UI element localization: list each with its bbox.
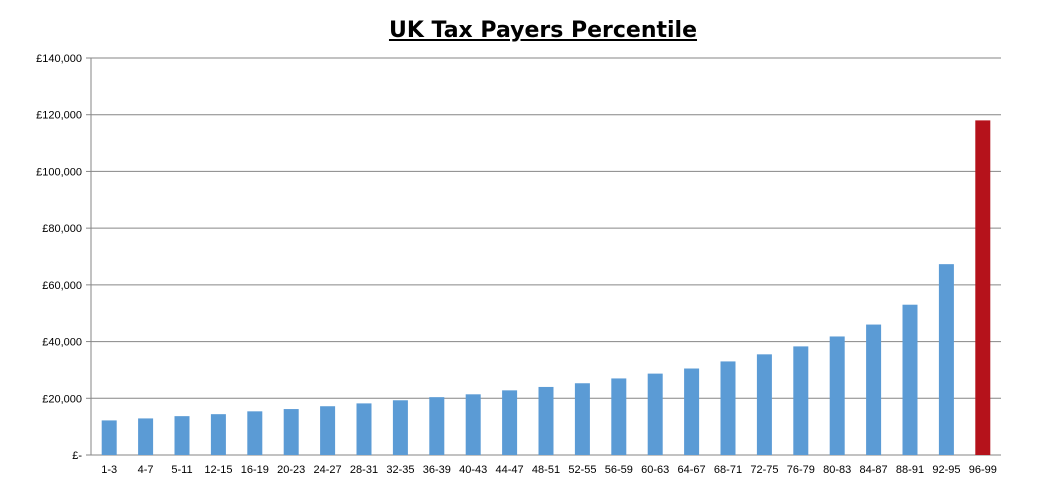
x-tick-label: 36-39: [423, 464, 451, 476]
bar-4-7: [138, 418, 154, 455]
x-tick-label: 16-19: [241, 464, 269, 476]
y-tick-label: £40,000: [42, 337, 82, 349]
x-tick-label: 40-43: [459, 464, 487, 476]
x-tick-label: 4-7: [138, 464, 154, 476]
x-tick-label: 48-51: [532, 464, 560, 476]
x-tick-label: 12-15: [204, 464, 232, 476]
y-tick-label: £120,000: [36, 110, 82, 122]
bar-92-95: [938, 264, 954, 455]
bar-96-99: [975, 120, 991, 455]
bar-28-31: [356, 403, 372, 455]
bar-52-55: [574, 383, 590, 455]
bar-20-23: [283, 409, 299, 455]
x-tick-label: 28-31: [350, 464, 378, 476]
bar-48-51: [538, 386, 554, 455]
x-tick-label: 76-79: [787, 464, 815, 476]
x-tick-label: 96-99: [969, 464, 997, 476]
x-tick-label: 44-47: [496, 464, 524, 476]
bar-24-27: [320, 406, 336, 455]
bar-72-75: [756, 354, 772, 455]
bar-32-35: [392, 400, 408, 455]
bar-76-79: [793, 346, 809, 455]
bar-56-59: [611, 378, 627, 455]
bars: [101, 120, 991, 455]
x-tick-label: 72-75: [750, 464, 778, 476]
x-tick-label: 80-83: [823, 464, 851, 476]
x-tick-label: 92-95: [932, 464, 960, 476]
bar-1-3: [101, 420, 117, 455]
x-tick-label: 88-91: [896, 464, 924, 476]
y-tick-label: £100,000: [36, 166, 82, 178]
bar-40-43: [465, 394, 481, 455]
y-tick-label: £140,000: [36, 53, 82, 65]
x-tick-label: 52-55: [568, 464, 596, 476]
bar-44-47: [502, 390, 518, 455]
bar-12-15: [210, 414, 226, 455]
y-tick-label: £20,000: [42, 393, 82, 405]
x-tick-label: 24-27: [314, 464, 342, 476]
y-tick-label: £60,000: [42, 280, 82, 292]
y-tick-label: £80,000: [42, 223, 82, 235]
x-tick-label: 60-63: [641, 464, 669, 476]
x-tick-label: 68-71: [714, 464, 742, 476]
bar-60-63: [647, 373, 663, 455]
bar-68-71: [720, 361, 736, 455]
x-tick-label: 56-59: [605, 464, 633, 476]
bar-5-11: [174, 416, 190, 455]
x-tick-label: 64-67: [678, 464, 706, 476]
y-axis-ticks: £- £20,000 £40,000 £60,000 £80,000 £100,000 £1…: [36, 53, 91, 462]
x-tick-label: 5-11: [171, 464, 192, 476]
x-axis-ticks: 1-3 4-7 5-11 12-15 16-19 20-23 24-27 28-31 32-35…: [101, 464, 997, 476]
x-tick-label: 1-3: [101, 464, 117, 476]
bar-36-39: [429, 397, 445, 455]
x-tick-label: 84-87: [860, 464, 888, 476]
bar-16-19: [247, 411, 263, 455]
x-tick-label: 20-23: [277, 464, 305, 476]
bar-84-87: [866, 324, 882, 455]
chart-title: UK Tax Payers Percentile: [388, 18, 698, 43]
bar-64-67: [684, 368, 700, 455]
bar-88-91: [902, 304, 918, 455]
y-tick-label: £-: [72, 450, 82, 462]
bar-80-83: [829, 336, 845, 455]
x-tick-label: 32-35: [386, 464, 414, 476]
